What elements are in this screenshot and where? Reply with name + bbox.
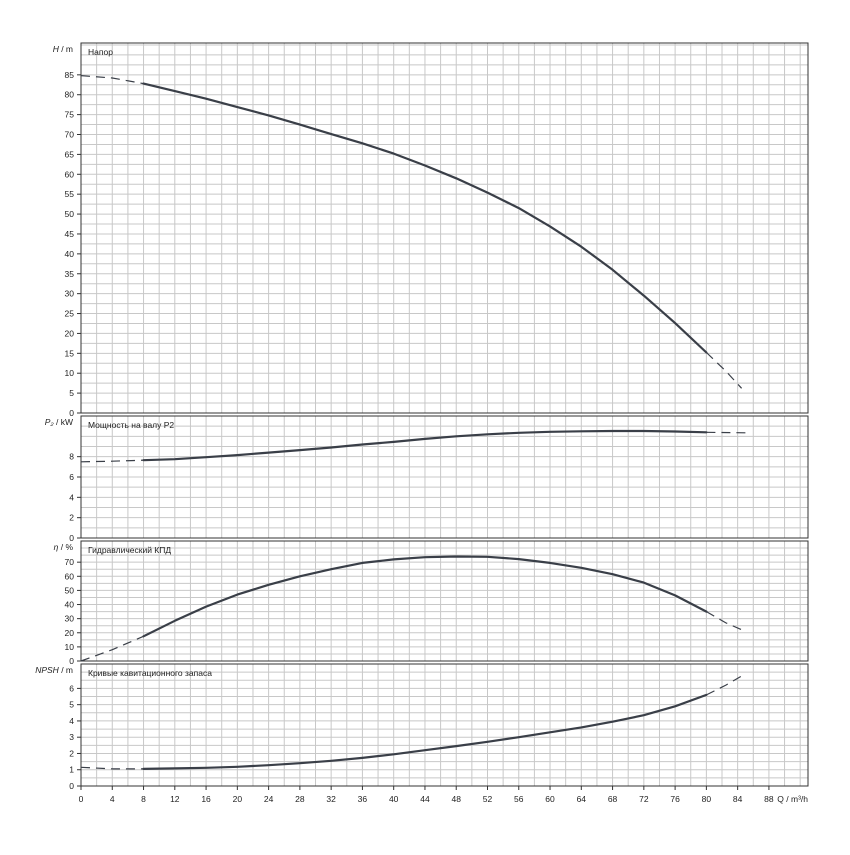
y-tick-label: 60 xyxy=(65,169,75,179)
y-tick-label: 4 xyxy=(69,492,74,502)
panel-title-npsh: Кривые кавитационного запаса xyxy=(88,668,212,678)
y-axis-label-power: P₂ / kW xyxy=(45,417,73,427)
panel-title-efficiency: Гидравлический КПД xyxy=(88,545,171,555)
y-axis-label-efficiency: η / % xyxy=(54,542,74,552)
x-tick-label: 36 xyxy=(358,794,368,804)
x-tick-label: 48 xyxy=(451,794,461,804)
y-tick-label: 3 xyxy=(69,732,74,742)
y-axis-label-head: H / m xyxy=(53,44,73,54)
y-tick-label: 5 xyxy=(69,700,74,710)
curve-dashed-start-head xyxy=(80,75,144,85)
y-tick-label: 70 xyxy=(65,130,75,140)
x-axis-label: Q / m³/h xyxy=(777,794,808,804)
y-tick-label: 4 xyxy=(69,716,74,726)
x-tick-label: 32 xyxy=(326,794,336,804)
x-tick-label: 60 xyxy=(545,794,555,804)
y-tick-label: 75 xyxy=(65,110,75,120)
y-tick-label: 2 xyxy=(69,513,74,523)
curve-npsh xyxy=(142,693,708,770)
curve-dashed-end-npsh xyxy=(706,673,746,696)
y-tick-label: 2 xyxy=(69,748,74,758)
y-axis-label-npsh: NPSH / m xyxy=(35,665,73,675)
y-tick-label: 35 xyxy=(65,269,75,279)
y-tick-label: 45 xyxy=(65,229,75,239)
y-tick-label: 10 xyxy=(65,642,75,652)
x-tick-label: 88 xyxy=(764,794,774,804)
y-tick-label: 30 xyxy=(65,614,75,624)
y-tick-label: 30 xyxy=(65,289,75,299)
x-tick-label: 52 xyxy=(483,794,493,804)
y-tick-label: 50 xyxy=(65,585,75,595)
curve-efficiency xyxy=(142,555,708,638)
y-tick-label: 70 xyxy=(65,557,75,567)
x-tick-label: 64 xyxy=(577,794,587,804)
x-tick-label: 4 xyxy=(110,794,115,804)
y-tick-label: 85 xyxy=(65,70,75,80)
y-tick-label: 6 xyxy=(69,683,74,693)
y-tick-label: 20 xyxy=(65,628,75,638)
y-tick-label: 6 xyxy=(69,472,74,482)
y-tick-label: 50 xyxy=(65,209,75,219)
x-tick-label: 28 xyxy=(295,794,305,804)
x-tick-label: 40 xyxy=(389,794,399,804)
y-tick-label: 20 xyxy=(65,328,75,338)
x-tick-label: 24 xyxy=(264,794,274,804)
y-tick-label: 60 xyxy=(65,571,75,581)
x-tick-label: 0 xyxy=(79,794,84,804)
y-tick-label: 40 xyxy=(65,600,75,610)
x-tick-label: 68 xyxy=(608,794,618,804)
y-tick-label: 65 xyxy=(65,149,75,159)
x-tick-label: 56 xyxy=(514,794,524,804)
curve-power xyxy=(142,429,708,462)
y-tick-label: 0 xyxy=(69,533,74,543)
y-tick-label: 0 xyxy=(69,656,74,666)
panel-title-power: Мощность на валу P2 xyxy=(88,420,174,430)
x-tick-label: 12 xyxy=(170,794,180,804)
x-tick-label: 44 xyxy=(420,794,430,804)
y-tick-label: 8 xyxy=(69,452,74,462)
x-tick-label: 76 xyxy=(670,794,680,804)
curve-dashed-end-power xyxy=(706,431,746,434)
x-tick-label: 8 xyxy=(141,794,146,804)
y-tick-label: 40 xyxy=(65,249,75,259)
panel-frame-npsh xyxy=(80,663,809,787)
y-tick-label: 25 xyxy=(65,309,75,319)
y-tick-label: 15 xyxy=(65,348,75,358)
curve-dashed-start-efficiency xyxy=(80,635,144,662)
curve-dashed-start-power xyxy=(80,459,144,463)
x-tick-label: 80 xyxy=(702,794,712,804)
panel-title-head: Напор xyxy=(88,47,113,57)
y-tick-label: 55 xyxy=(65,189,75,199)
x-tick-label: 16 xyxy=(201,794,211,804)
x-tick-label: 72 xyxy=(639,794,649,804)
x-tick-label: 84 xyxy=(733,794,743,804)
y-tick-label: 10 xyxy=(65,368,75,378)
panel-frame-head xyxy=(80,42,809,414)
y-tick-label: 0 xyxy=(69,781,74,791)
x-tick-label: 20 xyxy=(233,794,243,804)
y-tick-label: 1 xyxy=(69,765,74,775)
panel-frame-efficiency xyxy=(80,540,809,662)
curve-dashed-end-efficiency xyxy=(706,611,746,632)
curve-head xyxy=(142,82,708,354)
y-tick-label: 0 xyxy=(69,408,74,418)
y-tick-label: 5 xyxy=(69,388,74,398)
y-tick-label: 80 xyxy=(65,90,75,100)
curve-dashed-start-npsh xyxy=(80,766,144,770)
